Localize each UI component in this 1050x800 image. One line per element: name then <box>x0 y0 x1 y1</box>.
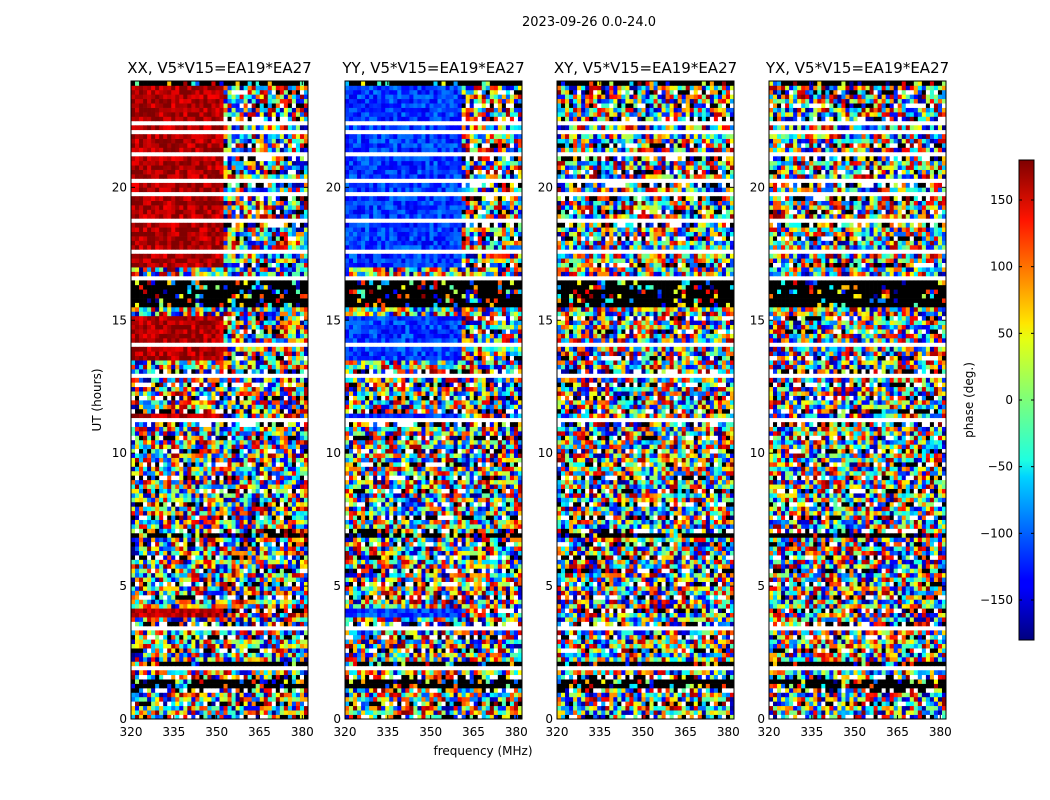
x-tick-label: 320 <box>120 725 143 739</box>
colorbar-tick-label: −50 <box>988 460 1013 474</box>
phase-heatmap <box>345 81 523 720</box>
y-tick-label: 20 <box>538 180 553 194</box>
colorbar-tick-label: 50 <box>998 326 1013 340</box>
panel-title: YY, V5*V15=EA19*EA27 <box>341 59 524 77</box>
phase-heatmap <box>131 81 309 720</box>
x-tick-label: 380 <box>291 725 314 739</box>
x-tick-label: 320 <box>758 725 781 739</box>
panel-frame <box>130 80 309 720</box>
x-tick-label: 335 <box>800 725 823 739</box>
panel-xx: XX, V5*V15=EA19*EA27 320 335 350 365 380 0 5 10 1… <box>112 59 314 739</box>
x-tick-label: 350 <box>631 725 654 739</box>
y-tick-label: 10 <box>750 446 765 460</box>
phase-heatmap <box>769 81 947 720</box>
panel-title: XY, V5*V15=EA19*EA27 <box>554 59 737 77</box>
panel-frame <box>344 80 523 720</box>
panel-title: XX, V5*V15=EA19*EA27 <box>127 59 311 77</box>
phase-heatmap <box>557 81 735 720</box>
x-axis-label: frequency (MHz) <box>433 744 532 758</box>
colorbar-tick-label: −150 <box>980 593 1013 607</box>
colorbar-tick-label: 150 <box>990 193 1013 207</box>
panels: XX, V5*V15=EA19*EA27 320 335 350 365 380 0 5 10 1… <box>112 59 952 739</box>
colorbar-tick-label: 100 <box>990 260 1013 274</box>
colorbar: 150 100 50 0 −50 −100 −150 phase (deg.) <box>962 159 1035 641</box>
y-tick-label: 20 <box>112 180 127 194</box>
x-tick-label: 380 <box>505 725 528 739</box>
x-tick-label: 365 <box>886 725 909 739</box>
x-tick-label: 365 <box>674 725 697 739</box>
x-tick-label: 335 <box>588 725 611 739</box>
x-tick-label: 350 <box>419 725 442 739</box>
y-tick-label: 0 <box>119 712 127 726</box>
panel-xy: XY, V5*V15=EA19*EA27 320 335 350 365 380 0 5 10 1… <box>538 59 740 739</box>
y-tick-label: 5 <box>333 579 341 593</box>
y-tick-label: 10 <box>326 446 341 460</box>
x-tick-label: 350 <box>205 725 228 739</box>
x-tick-label: 380 <box>929 725 952 739</box>
x-tick-label: 335 <box>376 725 399 739</box>
y-tick-label: 5 <box>757 579 765 593</box>
y-tick-label: 15 <box>538 313 553 327</box>
colorbar-ticks: 150 100 50 0 −50 −100 −150 <box>980 193 1034 607</box>
y-tick-label: 0 <box>333 712 341 726</box>
y-tick-label: 15 <box>326 313 341 327</box>
y-tick-label: 0 <box>545 712 553 726</box>
x-tick-label: 380 <box>717 725 740 739</box>
y-tick-label: 20 <box>750 180 765 194</box>
panel-yx: YX, V5*V15=EA19*EA27 320 335 350 365 380 0 5 10 1… <box>750 59 952 739</box>
y-tick-label: 5 <box>545 579 553 593</box>
panel-title: YX, V5*V15=EA19*EA27 <box>765 59 949 77</box>
x-tick-label: 320 <box>546 725 569 739</box>
colorbar-tick-label: 0 <box>1005 393 1013 407</box>
x-tick-label: 365 <box>248 725 271 739</box>
panel-yy: YY, V5*V15=EA19*EA27 320 335 350 365 380 0 5 10 1… <box>326 59 528 739</box>
panel-frame <box>556 80 735 720</box>
colorbar-label: phase (deg.) <box>962 362 976 438</box>
y-tick-label: 0 <box>757 712 765 726</box>
x-tick-label: 365 <box>462 725 485 739</box>
y-tick-label: 20 <box>326 180 341 194</box>
x-tick-label: 320 <box>334 725 357 739</box>
panel-frame <box>768 80 947 720</box>
y-tick-label: 5 <box>119 579 127 593</box>
x-tick-label: 335 <box>162 725 185 739</box>
y-tick-label: 15 <box>750 313 765 327</box>
y-axis-label: UT (hours) <box>90 368 104 431</box>
figure-title: 2023-09-26 0.0-24.0 <box>522 15 656 30</box>
y-tick-label: 10 <box>112 446 127 460</box>
x-tick-label: 350 <box>843 725 866 739</box>
colorbar-tick-label: −100 <box>980 526 1013 540</box>
y-tick-label: 10 <box>538 446 553 460</box>
y-tick-label: 15 <box>112 313 127 327</box>
